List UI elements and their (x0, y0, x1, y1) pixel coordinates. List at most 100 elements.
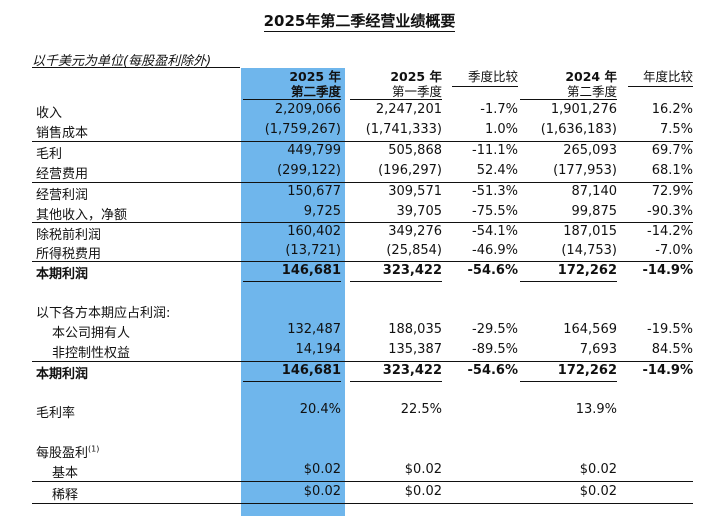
cell-c2: (196,297) (378, 163, 442, 178)
section-label-row: 以下各方本期应占利润: (0, 301, 719, 321)
header-rule-c2 (350, 99, 442, 100)
row-label: 非控制性权益 (52, 346, 131, 361)
cell-c1: 20.4% (299, 402, 341, 417)
table-row: 非控制性权益 14,194 135,387 -89.5% 7,693 84.5% (0, 341, 719, 361)
cell-c5: 84.5% (651, 342, 693, 357)
cell-c2: $0.02 (404, 484, 442, 499)
cell-c3: -46.9% (472, 243, 518, 258)
cell-c1: 150,677 (287, 184, 341, 199)
row-label: 稀释 (52, 488, 79, 503)
cell-c3: 52.4% (476, 163, 518, 178)
row-label: 本期利润 (36, 267, 89, 282)
header-rule-c4 (520, 99, 617, 100)
cell-c1: $0.02 (303, 462, 341, 477)
table-row-total: 本期利润 146,681 323,422 -54.6% 172,262 -14.… (0, 262, 719, 282)
cell-c1: 146,681 (281, 263, 341, 278)
cell-c2: 349,276 (388, 224, 442, 239)
cell-c4: 172,262 (557, 263, 617, 278)
section-label-row: 每股盈利(1) (0, 441, 719, 461)
row-rule (32, 261, 693, 262)
cell-c2: (25,854) (386, 243, 442, 258)
cell-c1: 14,194 (295, 342, 342, 357)
cell-c2: 22.5% (400, 402, 442, 417)
row-label: 所得税费用 (36, 247, 102, 262)
cell-c3: -11.1% (472, 143, 518, 158)
row-rule (32, 141, 693, 142)
table-row: 其他收入，净额 9,725 39,705 -75.5% 99,875 -90.3… (0, 203, 719, 223)
cell-c4: 7,693 (579, 342, 617, 357)
cell-c3: -54.6% (467, 263, 519, 278)
cell-c5: -14.9% (642, 263, 694, 278)
row-rule (32, 361, 693, 362)
header-rule-c1 (243, 99, 341, 100)
table-row: 本公司拥有人 132,487 188,035 -29.5% 164,569 -1… (0, 321, 719, 341)
header-c1-line2: 第二季度 (290, 84, 341, 99)
row-rule (32, 182, 693, 183)
header-c2-line2: 第一季度 (391, 84, 442, 99)
table-row: 经营费用 (299,122) (196,297) 52.4% (177,953)… (0, 162, 719, 182)
cell-c3: -54.6% (467, 363, 519, 378)
cell-c5: 69.7% (651, 143, 693, 158)
cell-c3: -89.5% (472, 342, 518, 357)
header-c5-line1: 年度比较 (642, 69, 693, 84)
cell-c3: -1.7% (480, 102, 518, 117)
cell-c2: (1,741,333) (365, 122, 442, 137)
cell-c1: 9,725 (303, 204, 341, 219)
row-label: 经营费用 (36, 167, 89, 182)
cell-c1: (13,721) (285, 243, 341, 258)
cell-c4: (1,636,183) (540, 122, 617, 137)
cell-c4: 172,262 (557, 363, 617, 378)
cell-c5: -14.9% (642, 363, 694, 378)
total-rule-c4 (520, 381, 617, 382)
table-row: 所得税费用 (13,721) (25,854) -46.9% (14,753) … (0, 242, 719, 262)
header-c3: 季度比较 (443, 69, 518, 84)
table-row: 收入 2,209,066 2,247,201 -1.7% 1,901,276 1… (0, 101, 719, 121)
cell-c5: -90.3% (647, 204, 693, 219)
header-c2-line1: 2025 年 (390, 69, 442, 84)
cell-c5: 68.1% (651, 163, 693, 178)
cell-c3: -29.5% (472, 322, 518, 337)
cell-c3: 1.0% (484, 122, 518, 137)
cell-c4: (177,953) (553, 163, 617, 178)
cell-c4: 87,140 (571, 184, 618, 199)
cell-c4: 99,875 (571, 204, 618, 219)
cell-c1: 146,681 (281, 363, 341, 378)
page-title: 2025年第二季经营业绩概要 (0, 10, 719, 32)
row-label: 销售成本 (36, 126, 89, 141)
row-label: 本期利润 (36, 367, 89, 382)
section-label: 每股盈利(1) (36, 442, 99, 461)
table-row: 稀释 $0.02 $0.02 $0.02 (0, 483, 719, 503)
title-text: 2025年第二季经营业绩概要 (263, 12, 456, 32)
total-rule-c1 (243, 381, 341, 382)
header-c2: 2025 年 第一季度 (350, 69, 442, 99)
row-rule (32, 503, 693, 504)
row-label: 本公司拥有人 (52, 326, 131, 341)
total-rule-c2 (350, 281, 442, 282)
cell-c1: (1,759,267) (264, 122, 341, 137)
cell-c2: 39,705 (396, 204, 443, 219)
table-row: 经营利润 150,677 309,571 -51.3% 87,140 72.9% (0, 183, 719, 203)
cell-c5: 16.2% (651, 102, 693, 117)
row-rule (32, 481, 693, 482)
header-c1-line1: 2025 年 (289, 69, 341, 84)
table-row: 毛利 449,799 505,868 -11.1% 265,093 69.7% (0, 142, 719, 162)
header-c1: 2025 年 第二季度 (243, 69, 341, 99)
cell-c4: 1,901,276 (550, 102, 617, 117)
cell-c5: 7.5% (659, 122, 693, 137)
eps-label: 每股盈利 (36, 446, 89, 461)
header-c4-line1: 2024 年 (565, 69, 617, 84)
cell-c5: -7.0% (655, 243, 693, 258)
cell-c4: $0.02 (579, 484, 617, 499)
row-label: 经营利润 (36, 188, 89, 203)
row-rule (32, 222, 693, 223)
row-label: 其他收入，净额 (36, 208, 128, 223)
total-rule-c2 (350, 381, 442, 382)
cell-c5: -14.2% (647, 224, 693, 239)
row-label: 收入 (36, 106, 63, 121)
cell-c1: (299,122) (277, 163, 341, 178)
row-label: 基本 (52, 466, 79, 481)
cell-c4: $0.02 (579, 462, 617, 477)
table-row: 毛利率 20.4% 22.5% 13.9% (0, 401, 719, 421)
cell-c4: 13.9% (575, 402, 617, 417)
cell-c2: 2,247,201 (375, 102, 442, 117)
